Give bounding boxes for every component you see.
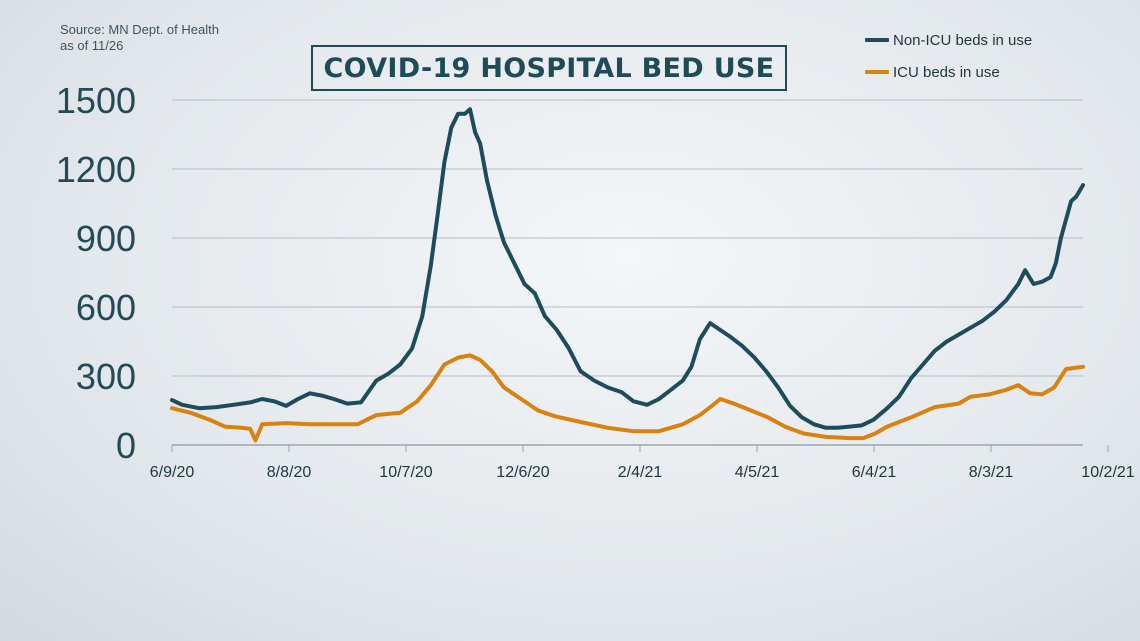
legend-swatch-icu [865,70,889,74]
y-axis-ticks: 0 300 600 900 1200 1500 [56,80,136,466]
y-tick-label: 0 [116,425,136,466]
x-tick-label: 8/3/21 [969,464,1014,481]
series-lines [170,107,1085,443]
gridlines [172,99,1083,446]
x-tick-label: 10/7/20 [379,464,432,481]
x-tick-label: 6/9/20 [150,464,195,481]
x-tick-label: 6/4/21 [852,464,897,481]
legend-item-icu: ICU beds in use [865,62,1032,82]
y-tick-label: 1500 [56,80,136,121]
x-axis-ticks: 6/9/20 8/8/20 10/7/20 12/6/20 2/4/21 4/5/21 6/… [150,445,1135,481]
y-tick-label: 1200 [56,149,136,190]
source-line: Source: MN Dept. of Health [60,22,219,37]
legend-item-non-icu: Non-ICU beds in use [865,30,1032,50]
legend-label-icu: ICU beds in use [893,63,1000,81]
legend-swatch-non-icu [865,38,889,42]
legend: Non-ICU beds in use ICU beds in use [865,30,1032,94]
x-tick-label: 2/4/21 [618,464,663,481]
legend-label-non-icu: Non-ICU beds in use [893,31,1033,49]
y-tick-label: 900 [76,218,136,259]
chart-title: COVID-19 HOSPITAL BED USE [311,45,787,91]
x-tick-label: 10/2/21 [1081,464,1134,481]
x-tick-label: 12/6/20 [496,464,549,481]
x-tick-label: 4/5/21 [735,464,780,481]
x-tick-label: 8/8/20 [267,464,312,481]
source-note: Source: MN Dept. of Health as of 11/26 [60,22,219,54]
y-tick-label: 300 [76,356,136,397]
y-tick-label: 600 [76,287,136,328]
source-date: as of 11/26 [60,38,124,53]
series-line-icu [170,353,1085,443]
series-line-non-icu [170,107,1085,430]
